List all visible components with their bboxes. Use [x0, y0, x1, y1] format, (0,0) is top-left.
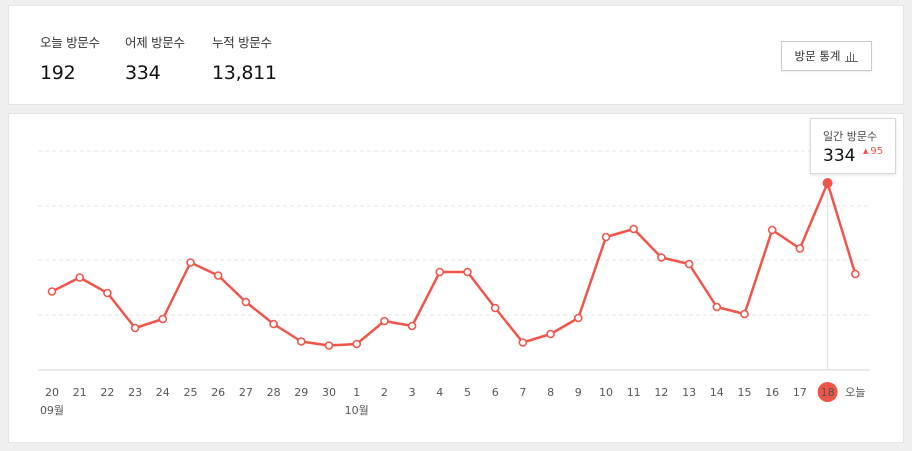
x-tick-label[interactable]: 24	[156, 386, 170, 399]
data-point-18[interactable]	[822, 178, 833, 188]
visitor-summary-panel: 오늘 방문수 192 어제 방문수 334 누적 방문수 13,811 방문 통…	[8, 5, 904, 105]
x-tick-label[interactable]: 16	[765, 386, 779, 399]
data-point-20[interactable]	[47, 287, 57, 296]
tooltip-delta: ▲ 95	[863, 146, 883, 157]
chart-gridlines	[38, 150, 870, 371]
visit-stats-button[interactable]: 방문 통계	[781, 41, 872, 71]
yesterday-visits-label: 어제 방문수	[125, 35, 185, 50]
data-point-5[interactable]	[463, 267, 472, 277]
x-tick-label[interactable]: 30	[322, 386, 336, 399]
x-tick-label[interactable]: 4	[436, 386, 443, 399]
data-point-15[interactable]	[740, 309, 749, 319]
data-point-6[interactable]	[490, 303, 500, 313]
selected-day-badge	[817, 382, 838, 402]
data-point-11[interactable]	[629, 224, 639, 234]
data-point-17[interactable]	[795, 244, 805, 253]
data-point-4[interactable]	[435, 267, 445, 277]
daily-visits-tooltip: 일간 방문수 334 ▲ 95	[810, 118, 896, 174]
daily-visits-line	[51, 181, 857, 347]
data-point-21[interactable]	[75, 273, 84, 282]
total-visits-label: 누적 방문수	[212, 35, 272, 50]
up-triangle-icon: ▲	[863, 147, 869, 155]
data-point-30[interactable]	[324, 341, 334, 350]
data-point-오늘[interactable]	[850, 269, 860, 279]
data-point-29[interactable]	[296, 337, 306, 346]
x-tick-label[interactable]: 12	[654, 386, 668, 399]
x-tick-label[interactable]: 18	[821, 386, 835, 399]
data-point-28[interactable]	[269, 319, 278, 329]
data-point-16[interactable]	[767, 225, 777, 235]
data-point-23[interactable]	[130, 323, 140, 333]
x-tick-label[interactable]: 11	[627, 386, 641, 399]
x-tick-label[interactable]: 10	[599, 386, 613, 399]
x-month-label: 09월	[40, 404, 64, 417]
data-point-24[interactable]	[158, 314, 168, 324]
x-tick-label[interactable]: 1	[353, 386, 360, 399]
visit-stats-button-label: 방문 통계	[794, 49, 841, 63]
today-visits-label: 오늘 방문수	[40, 35, 100, 50]
data-point-7[interactable]	[518, 338, 528, 347]
x-tick-label[interactable]: 28	[267, 386, 281, 399]
x-tick-label[interactable]: 3	[409, 386, 416, 399]
x-tick-label[interactable]: 5	[464, 386, 471, 399]
data-point-13[interactable]	[684, 259, 694, 269]
yesterday-visits-value: 334	[125, 62, 161, 84]
x-tick-label[interactable]: 7	[519, 386, 526, 399]
data-point-3[interactable]	[407, 321, 417, 331]
today-visits-stat: 오늘 방문수 192	[40, 32, 100, 84]
data-point-27[interactable]	[241, 297, 251, 307]
tooltip-value: 334	[823, 146, 856, 166]
tooltip-delta-value: 95	[870, 146, 884, 157]
bar-chart-icon	[845, 51, 859, 62]
yesterday-visits-stat: 어제 방문수 334	[125, 32, 185, 84]
data-point-25[interactable]	[186, 258, 195, 267]
total-visits-stat: 누적 방문수 13,811	[212, 32, 277, 84]
x-tick-label[interactable]: 13	[682, 386, 696, 399]
x-tick-label[interactable]: 29	[294, 386, 308, 399]
x-tick-label[interactable]: 14	[710, 386, 724, 399]
x-tick-label[interactable]: 17	[793, 386, 807, 399]
total-visits-value: 13,811	[212, 62, 277, 84]
data-point-14[interactable]	[712, 302, 722, 312]
x-tick-label[interactable]: 8	[547, 386, 554, 399]
daily-visits-chart-panel	[8, 113, 904, 443]
data-point-26[interactable]	[213, 271, 223, 280]
x-tick-label[interactable]: 21	[73, 386, 87, 399]
x-tick-label[interactable]: 15	[738, 386, 752, 399]
data-point-9[interactable]	[573, 313, 583, 323]
x-tick-label[interactable]: 20	[45, 386, 59, 399]
x-axis-ticks: 20 21 22 23 24 25 26 27 28 29 30 1 2 3 4 5 6 7 8 9 10 11 12 13 1…	[40, 382, 865, 417]
x-tick-label[interactable]: 26	[211, 386, 225, 399]
data-point-12[interactable]	[657, 253, 666, 262]
x-tick-label[interactable]: 오늘	[845, 386, 865, 399]
x-tick-label[interactable]: 9	[575, 386, 582, 399]
data-point-1[interactable]	[352, 339, 362, 349]
data-point-8[interactable]	[546, 329, 555, 339]
x-tick-label[interactable]: 22	[100, 386, 114, 399]
data-point-2[interactable]	[380, 316, 389, 326]
x-month-label: 10월	[345, 404, 369, 417]
data-point-10[interactable]	[601, 232, 611, 242]
x-tick-label[interactable]: 27	[239, 386, 253, 399]
x-tick-label[interactable]: 6	[492, 386, 499, 399]
x-tick-label[interactable]: 25	[184, 386, 198, 399]
x-tick-label[interactable]: 2	[381, 386, 388, 399]
today-visits-value: 192	[40, 62, 76, 84]
data-point-22[interactable]	[103, 288, 112, 298]
x-tick-label[interactable]: 23	[128, 386, 142, 399]
daily-visits-points	[47, 178, 860, 350]
tooltip-title: 일간 방문수	[823, 130, 878, 143]
